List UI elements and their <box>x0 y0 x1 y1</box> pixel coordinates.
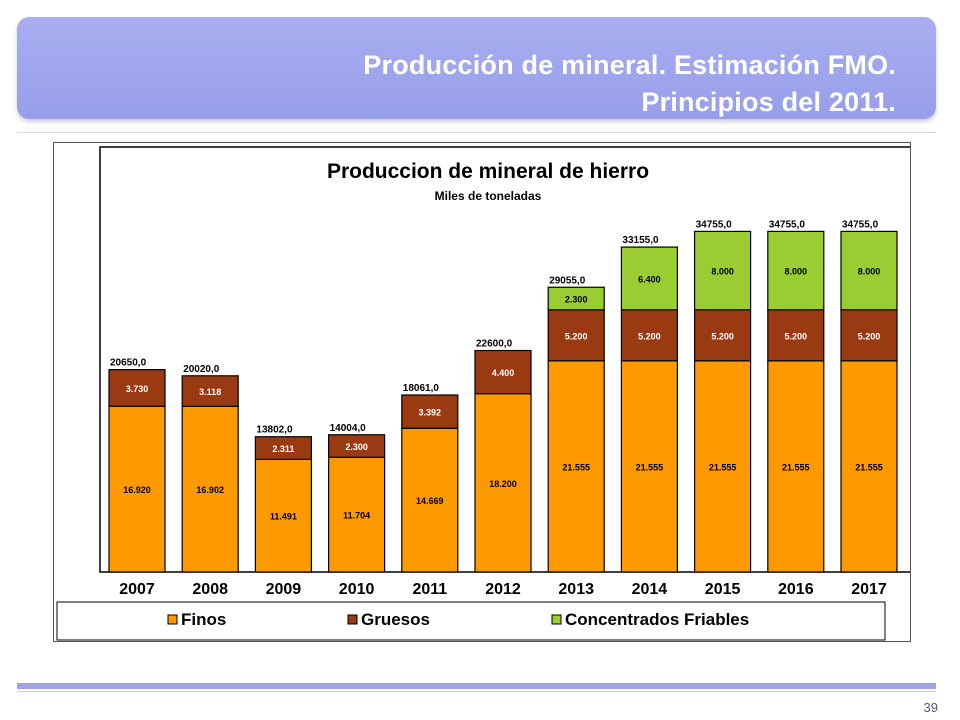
x-tick-label: 2016 <box>778 581 814 598</box>
bars-group: 16.920 3.730 20650,0 16.902 3.118 20020,0 11.4… <box>108 219 898 573</box>
data-label: 14.669 <box>416 496 444 506</box>
bar-finos-2012 <box>474 393 532 573</box>
title-banner: Producción de mineral. Estimación FMO. P… <box>17 17 936 119</box>
x-tick-label: 2008 <box>192 581 228 598</box>
total-label-2014: 33155,0 <box>622 235 659 246</box>
x-tick-label: 2013 <box>558 581 594 598</box>
bar-finos-2016 <box>767 360 825 573</box>
data-label: 2.300 <box>345 442 368 452</box>
x-tick-label: 2012 <box>485 581 521 598</box>
x-tick-label: 2009 <box>266 581 302 598</box>
chart-title: Produccion de mineral de hierro <box>327 160 649 183</box>
bar-concentrados-friables-2015 <box>693 230 752 311</box>
data-label: 5.200 <box>711 331 734 341</box>
bar-gruesos-2011 <box>401 394 459 429</box>
data-label: 5.200 <box>638 331 661 341</box>
data-label: 16.920 <box>123 485 151 495</box>
bar-gruesos-2008 <box>181 375 239 407</box>
data-label: 3.730 <box>126 384 149 394</box>
data-label: 6.400 <box>638 274 661 284</box>
legend-swatch-gruesos <box>347 614 358 625</box>
x-tick-label: 2015 <box>705 581 741 598</box>
data-label: 21.555 <box>782 462 810 472</box>
x-tick-label: 2007 <box>119 581 155 598</box>
bar-gruesos-2016 <box>767 309 825 362</box>
data-label: 3.118 <box>199 387 221 397</box>
bar-concentrados-friables-2017 <box>840 230 898 311</box>
data-label: 4.400 <box>492 368 515 378</box>
total-label-2016: 34755,0 <box>769 219 806 230</box>
legend-swatch-finos <box>167 614 178 625</box>
x-tick-label: 2010 <box>339 581 375 598</box>
x-tick-label: 2014 <box>632 581 668 598</box>
total-label-2012: 22600,0 <box>476 339 513 350</box>
bar-finos-2008 <box>181 405 239 573</box>
bar-gruesos-2017 <box>840 309 898 362</box>
bar-finos-2009 <box>254 458 312 573</box>
legend-label: Finos <box>181 610 226 629</box>
data-label: 11.491 <box>270 512 297 522</box>
data-label: 5.200 <box>858 331 881 341</box>
total-label-2011: 18061,0 <box>403 383 440 394</box>
data-label: 8.000 <box>785 267 808 277</box>
slide-title-line1: Producción de mineral. Estimación FMO. <box>363 50 896 80</box>
page-number: 39 <box>923 700 938 715</box>
total-label-2007: 20650,0 <box>110 358 147 369</box>
x-axis-ticks: 2007 2008 2009 2010 2011 2012 2013 2014 2015 2016… <box>119 581 887 598</box>
data-label: 2.311 <box>272 444 294 454</box>
x-tick-label: 2011 <box>412 581 447 598</box>
total-label-2010: 14004,0 <box>330 423 367 434</box>
bar-concentrados-friables-2014 <box>620 246 679 311</box>
bar-gruesos-2015 <box>693 309 752 362</box>
bar-finos-2010 <box>328 456 386 573</box>
total-label-2017: 34755,0 <box>842 219 879 230</box>
bar-finos-2011 <box>401 427 459 573</box>
data-label: 16.902 <box>196 485 224 495</box>
legend-swatch-concentrados-friables <box>551 614 562 625</box>
bar-concentrados-friables-2013 <box>547 286 605 311</box>
data-label: 21.555 <box>562 462 590 472</box>
legend-box <box>56 601 886 641</box>
bar-gruesos-2012 <box>474 349 532 395</box>
slide-title: Producción de mineral. Estimación FMO. P… <box>363 47 896 121</box>
data-label: 8.000 <box>711 267 734 277</box>
total-label-2013: 29055,0 <box>549 275 586 286</box>
chart-frame: Produccion de mineral de hierro Miles de… <box>53 142 913 642</box>
data-label: 5.200 <box>565 331 588 341</box>
legend: Finos Gruesos Concentrados Friables <box>167 610 749 629</box>
total-label-2008: 20020,0 <box>183 364 220 375</box>
bar-gruesos-2014 <box>620 309 679 362</box>
footer-line <box>17 691 936 692</box>
bar-finos-2014 <box>620 360 679 573</box>
data-label: 11.704 <box>343 511 370 521</box>
legend-label: Concentrados Friables <box>565 610 749 629</box>
data-label: 18.200 <box>489 479 517 489</box>
title-divider <box>17 132 936 133</box>
data-label: 5.200 <box>785 331 808 341</box>
stacked-bar-chart: Produccion de mineral de hierro Miles de… <box>56 146 913 641</box>
bar-finos-2015 <box>693 360 752 573</box>
data-label: 21.555 <box>636 462 664 472</box>
legend-label: Gruesos <box>361 610 430 629</box>
data-label: 21.555 <box>709 462 737 472</box>
bar-gruesos-2007 <box>108 369 166 407</box>
bar-gruesos-2010 <box>328 434 386 458</box>
data-label: 8.000 <box>858 267 881 277</box>
total-label-2015: 34755,0 <box>696 219 733 230</box>
bar-finos-2007 <box>108 405 166 573</box>
data-label: 21.555 <box>855 462 883 472</box>
total-label-2009: 13802,0 <box>256 425 293 436</box>
chart-subtitle: Miles de toneladas <box>435 189 542 203</box>
data-label: 2.300 <box>565 295 588 305</box>
data-label: 3.392 <box>419 408 442 418</box>
bar-concentrados-friables-2016 <box>767 230 825 311</box>
footer-bar <box>17 683 936 689</box>
bar-finos-2013 <box>547 360 605 573</box>
bar-gruesos-2009 <box>254 436 312 460</box>
slide-title-line2: Principios del 2011. <box>641 87 896 117</box>
x-tick-label: 2017 <box>851 581 887 598</box>
